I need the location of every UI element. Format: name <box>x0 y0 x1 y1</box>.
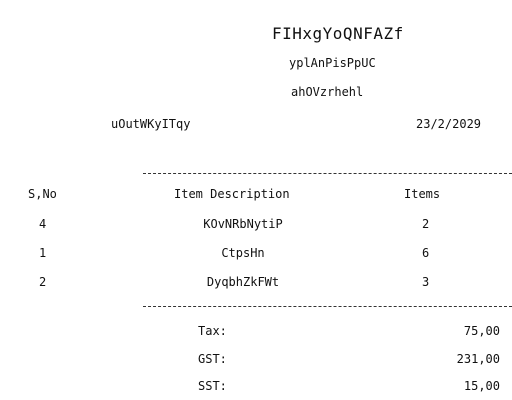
item-sno: 2 <box>39 275 47 289</box>
column-header-description: Item Description <box>174 187 290 201</box>
column-header-items: Items <box>404 187 441 201</box>
item-sno: 1 <box>39 246 47 260</box>
total-value: 15,00 <box>463 379 500 393</box>
total-label: SST: <box>198 379 227 393</box>
store-subtitle-1: yplAnPisPpUC <box>289 56 376 70</box>
total-label: GST: <box>198 352 227 366</box>
item-qty: 3 <box>422 275 430 289</box>
store-name: FIHxgYoQNFAZf <box>272 24 404 43</box>
receipt-date: 23/2/2029 <box>416 117 482 131</box>
store-subtitle-2: ahOVzrhehl <box>291 85 364 99</box>
item-description: KOvNRbNytiP <box>203 217 283 231</box>
total-value: 75,00 <box>463 324 500 338</box>
cashier-name: uOutWKyITqy <box>111 117 191 131</box>
column-header-sno: S,No <box>28 187 57 201</box>
item-qty: 6 <box>422 246 430 260</box>
item-description: CtpsHn <box>221 246 265 260</box>
item-description: DyqbhZkFWt <box>206 275 280 289</box>
divider-top <box>143 173 512 174</box>
total-label: Tax: <box>198 324 227 338</box>
divider-bottom <box>143 306 512 307</box>
item-sno: 4 <box>39 217 47 231</box>
item-qty: 2 <box>422 217 430 231</box>
total-value: 231,00 <box>456 352 500 366</box>
